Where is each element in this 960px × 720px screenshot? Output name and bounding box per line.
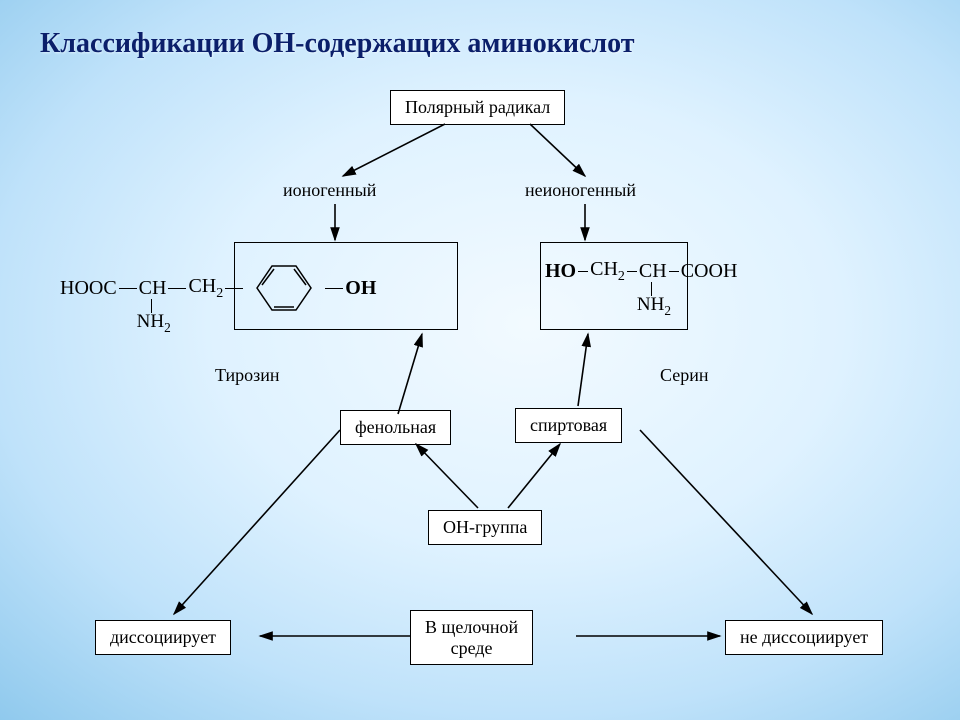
node-oh-group: ОН-группа [428, 510, 542, 545]
node-dissociates: диссоциирует [95, 620, 231, 655]
node-root: Полярный радикал [390, 90, 565, 125]
label-tyrosine: Тирозин [215, 365, 280, 386]
label-nonionogenic: неионогенный [525, 180, 636, 201]
node-alcoholic: спиртовая [515, 408, 622, 443]
formula-tyrosine: HOOC CH NH2 CH2 OH [60, 258, 376, 318]
label-serine: Серин [660, 365, 708, 386]
node-nondissociates: не диссоциирует [725, 620, 883, 655]
node-phenolic: фенольная [340, 410, 451, 445]
label-ionogenic: ионогенный [283, 180, 376, 201]
page-title: Классификации ОН-содержащих аминокислот [40, 28, 634, 60]
node-alkaline: В щелочной среде [410, 610, 533, 665]
formula-serine: HO CH2 CH NH2 COOH [545, 258, 737, 285]
